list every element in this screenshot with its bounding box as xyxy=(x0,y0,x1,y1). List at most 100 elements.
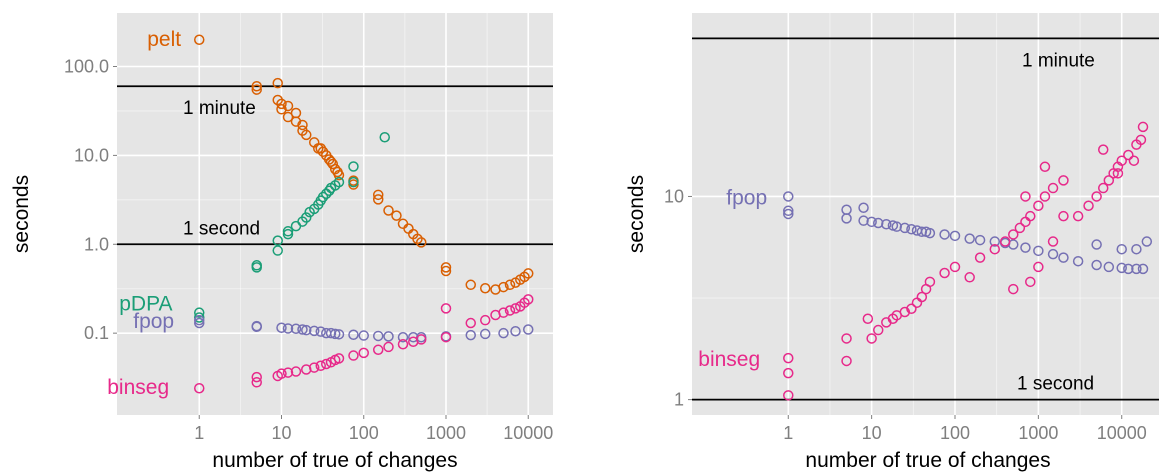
data-point xyxy=(939,267,950,279)
plot-background xyxy=(117,13,553,415)
data-point xyxy=(1058,252,1069,263)
data-point xyxy=(1047,236,1059,247)
data-point xyxy=(906,223,917,235)
data-point xyxy=(290,366,302,377)
data-point xyxy=(1039,191,1051,202)
data-point xyxy=(372,344,384,356)
series-label-fpop: fpop xyxy=(726,186,767,209)
data-point xyxy=(964,233,975,244)
data-point xyxy=(906,303,917,315)
data-point xyxy=(1116,155,1127,166)
data-point xyxy=(372,189,384,201)
data-point xyxy=(308,325,320,337)
data-point xyxy=(1047,248,1059,260)
series-pelt xyxy=(193,34,534,295)
data-point xyxy=(372,330,384,342)
data-point xyxy=(276,322,287,334)
data-point xyxy=(899,222,911,234)
data-point xyxy=(415,334,427,345)
data-point xyxy=(1014,222,1026,234)
data-point xyxy=(276,368,287,379)
data-point xyxy=(348,329,359,340)
data-point xyxy=(297,119,308,131)
data-point xyxy=(783,205,794,217)
data-point xyxy=(297,324,308,335)
data-point xyxy=(498,327,509,339)
data-point xyxy=(974,252,986,263)
data-point xyxy=(391,210,402,221)
data-point xyxy=(333,176,345,188)
data-point xyxy=(1083,200,1094,212)
x-tick-label: 1000 xyxy=(426,423,466,443)
data-point xyxy=(999,236,1011,247)
data-point xyxy=(379,132,390,143)
data-point xyxy=(1039,161,1051,173)
data-point xyxy=(440,303,452,314)
x-tick-label: 10000 xyxy=(503,423,553,443)
data-point xyxy=(504,305,516,316)
data-point xyxy=(1123,263,1134,275)
data-point xyxy=(783,352,794,364)
data-point xyxy=(510,303,521,314)
data-point xyxy=(1072,255,1084,267)
data-point xyxy=(415,237,427,248)
x-axis-title: number of true of changes xyxy=(212,449,457,472)
data-point xyxy=(841,213,852,224)
data-point xyxy=(504,279,516,291)
data-point xyxy=(1072,210,1084,222)
data-point xyxy=(301,212,312,223)
data-point xyxy=(479,314,491,326)
data-point xyxy=(251,371,262,383)
data-point xyxy=(251,377,262,388)
data-point xyxy=(282,367,294,378)
data-point xyxy=(872,324,884,336)
data-point xyxy=(193,34,205,46)
data-point xyxy=(383,331,394,342)
data-point xyxy=(320,358,332,370)
data-point xyxy=(479,328,491,340)
data-point xyxy=(1008,283,1019,295)
data-point xyxy=(282,323,294,334)
data-point xyxy=(949,230,961,242)
data-point xyxy=(308,362,320,373)
data-point xyxy=(440,265,452,277)
data-point xyxy=(348,161,359,172)
x-tick-label: 10 xyxy=(862,423,882,443)
data-point xyxy=(1141,236,1153,247)
plot-background xyxy=(692,13,1159,415)
data-point xyxy=(282,100,294,112)
data-point xyxy=(282,111,294,123)
data-point xyxy=(916,226,928,238)
data-point xyxy=(783,367,794,379)
data-point xyxy=(383,205,394,216)
data-point xyxy=(372,194,384,205)
data-point xyxy=(858,215,869,226)
data-point xyxy=(276,104,287,115)
data-point xyxy=(333,353,345,364)
data-point xyxy=(358,330,369,341)
data-point xyxy=(1058,175,1069,186)
y-axis-title: seconds xyxy=(625,175,648,253)
data-point xyxy=(1058,210,1069,222)
data-point xyxy=(290,323,302,335)
data-point xyxy=(989,236,1001,247)
data-point xyxy=(358,347,369,359)
data-point xyxy=(325,327,337,339)
series-label-pDPA: pDPA xyxy=(119,293,172,316)
y-tick-label: 0.1 xyxy=(84,323,109,343)
data-point xyxy=(327,158,339,170)
data-point xyxy=(348,350,359,361)
data-point xyxy=(522,268,534,279)
data-point xyxy=(1097,182,1109,194)
data-point xyxy=(1097,144,1109,155)
data-point xyxy=(1008,229,1019,240)
data-point xyxy=(891,221,902,232)
data-point xyxy=(251,262,262,273)
series-label-pelt: pelt xyxy=(147,28,181,51)
data-point xyxy=(251,80,262,92)
data-point xyxy=(323,185,335,197)
x-tick-label: 1 xyxy=(194,423,204,443)
data-point xyxy=(510,326,521,337)
